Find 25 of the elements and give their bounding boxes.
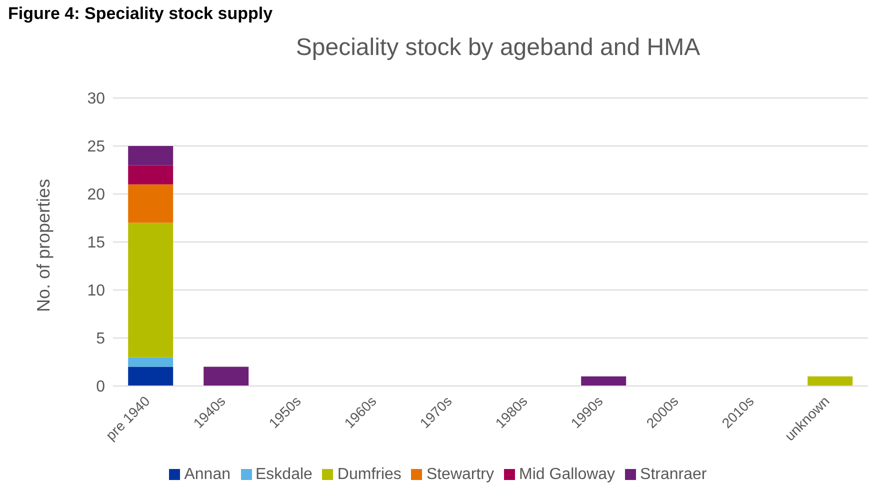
y-tick-label: 0 — [96, 378, 106, 396]
legend-label: Annan — [184, 466, 230, 483]
chart-title: Speciality stock by ageband and HMA — [294, 34, 702, 62]
bar — [128, 184, 174, 223]
bar — [128, 366, 174, 386]
y-tick-label: 30 — [87, 90, 106, 108]
y-tick-label: 5 — [96, 330, 106, 348]
legend-label: Stranraer — [640, 466, 707, 483]
legend-label: Stewartry — [426, 466, 494, 483]
y-tick-label: 15 — [87, 234, 106, 252]
bar — [128, 222, 174, 358]
caption: Figure 4: Speciality stock supply — [8, 4, 273, 24]
bar — [808, 376, 853, 386]
legend-label: Dumfries — [337, 466, 402, 483]
legend-label: Mid Galloway — [519, 466, 616, 483]
bar — [128, 357, 174, 367]
y-tick-label: 10 — [87, 282, 106, 300]
bar — [204, 366, 249, 386]
bar — [128, 165, 174, 184]
y-tick-label: 20 — [87, 186, 106, 204]
y-axis-title: No. of properties — [33, 178, 54, 312]
bar — [581, 376, 626, 386]
bar — [128, 146, 174, 166]
y-tick-label: 25 — [87, 138, 106, 156]
legend-label: Eskdale — [256, 466, 312, 483]
